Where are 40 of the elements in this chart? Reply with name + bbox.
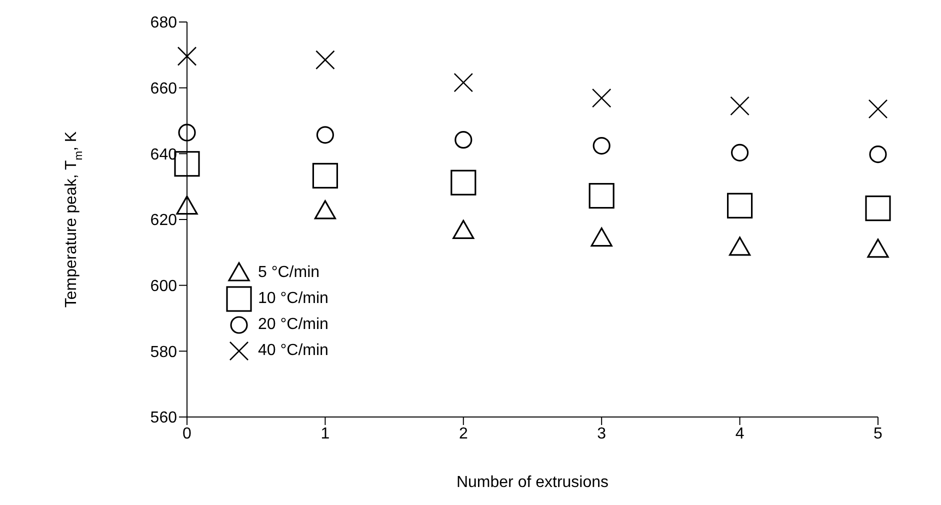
point [312,162,338,189]
point [592,88,612,108]
point [868,99,888,119]
legend-label: 5 °C/min [258,264,320,282]
point [869,146,887,164]
legend-label: 10 °C/min [258,290,328,308]
legend-label: 40 °C/min [258,342,328,360]
x-tick-label: 5 [874,425,883,442]
point [729,236,751,256]
y-tick-label: 580 [150,344,178,361]
y-tick-label: 560 [150,410,178,427]
y-tick-label: 620 [150,212,178,230]
point [454,131,472,149]
point [865,196,891,222]
x-tick-label: 1 [320,425,330,442]
point [316,126,334,144]
point [592,136,610,155]
y-tick-label: 660 [150,80,178,98]
x-tick-label: 3 [597,425,606,442]
point [590,227,612,247]
point [588,183,614,209]
point [177,46,197,66]
point [178,124,196,142]
point [454,72,474,92]
point [730,96,750,116]
y-tick-label: 680 [150,14,178,32]
x-tick-label: 0 [182,425,192,442]
point [314,200,336,220]
point [727,192,753,218]
point [316,50,335,70]
point [450,170,476,196]
point [731,144,749,162]
x-tick-label: 2 [458,425,468,442]
point [176,196,198,215]
legend-label: 20 °C/min [258,316,328,334]
x-tick-label: 4 [735,425,744,442]
y-tick-label: 600 [150,278,178,296]
x-axis-title: Number of extrusions [456,474,609,491]
point [452,220,474,239]
point [867,238,889,258]
